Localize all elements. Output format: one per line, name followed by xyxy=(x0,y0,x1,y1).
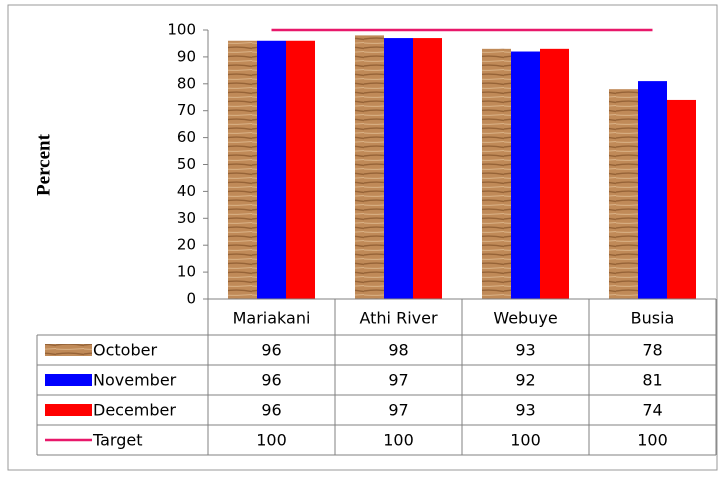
y-tick-label: 10 xyxy=(177,263,196,281)
legend-key xyxy=(45,404,92,416)
table-value: 93 xyxy=(515,401,535,420)
bar-texture xyxy=(609,89,638,300)
table-value: 93 xyxy=(515,341,535,360)
y-tick-label: 40 xyxy=(177,182,196,200)
bar xyxy=(286,40,315,299)
bar xyxy=(384,38,413,299)
bar-texture xyxy=(482,48,511,299)
y-axis-label: Percent xyxy=(33,133,54,196)
y-tick-label: 70 xyxy=(177,101,196,119)
table-value: 100 xyxy=(510,431,541,450)
table-value: 92 xyxy=(515,371,535,390)
table-value: 74 xyxy=(642,401,662,420)
x-tick-label: Athi River xyxy=(359,309,437,328)
x-tick-label: Busia xyxy=(631,309,675,328)
bar xyxy=(511,51,540,299)
y-tick-label: 30 xyxy=(177,209,196,227)
table-value: 100 xyxy=(637,431,668,450)
y-tick-label: 60 xyxy=(177,128,196,146)
table-value: 100 xyxy=(383,431,414,450)
table-value: 96 xyxy=(261,341,281,360)
legend-label: October xyxy=(93,341,157,360)
y-tick-label: 100 xyxy=(167,21,196,39)
legend-label: December xyxy=(93,401,176,420)
bar-texture xyxy=(228,40,257,299)
bar xyxy=(257,40,286,299)
x-tick-label: Webuye xyxy=(493,309,557,328)
x-tick-label: Mariakani xyxy=(233,309,311,328)
table-value: 96 xyxy=(261,401,281,420)
legend-key-texture xyxy=(45,344,92,356)
table-value: 97 xyxy=(388,401,408,420)
table-value: 97 xyxy=(388,371,408,390)
bar xyxy=(413,38,442,299)
bar xyxy=(638,81,667,299)
y-tick-label: 50 xyxy=(177,155,196,173)
y-tick-label: 0 xyxy=(186,290,196,308)
bar-texture xyxy=(355,35,384,299)
legend-label: Target xyxy=(92,431,143,450)
table-value: 98 xyxy=(388,341,408,360)
table-value: 100 xyxy=(256,431,287,450)
y-tick-label: 20 xyxy=(177,236,196,254)
legend-label: November xyxy=(93,371,177,390)
bar xyxy=(667,99,696,299)
table-value: 81 xyxy=(642,371,662,390)
y-tick-label: 90 xyxy=(177,47,196,65)
y-tick-label: 80 xyxy=(177,74,196,92)
table-value: 78 xyxy=(642,341,662,360)
bar xyxy=(540,48,569,299)
legend-key xyxy=(45,374,92,386)
table-value: 96 xyxy=(261,371,281,390)
